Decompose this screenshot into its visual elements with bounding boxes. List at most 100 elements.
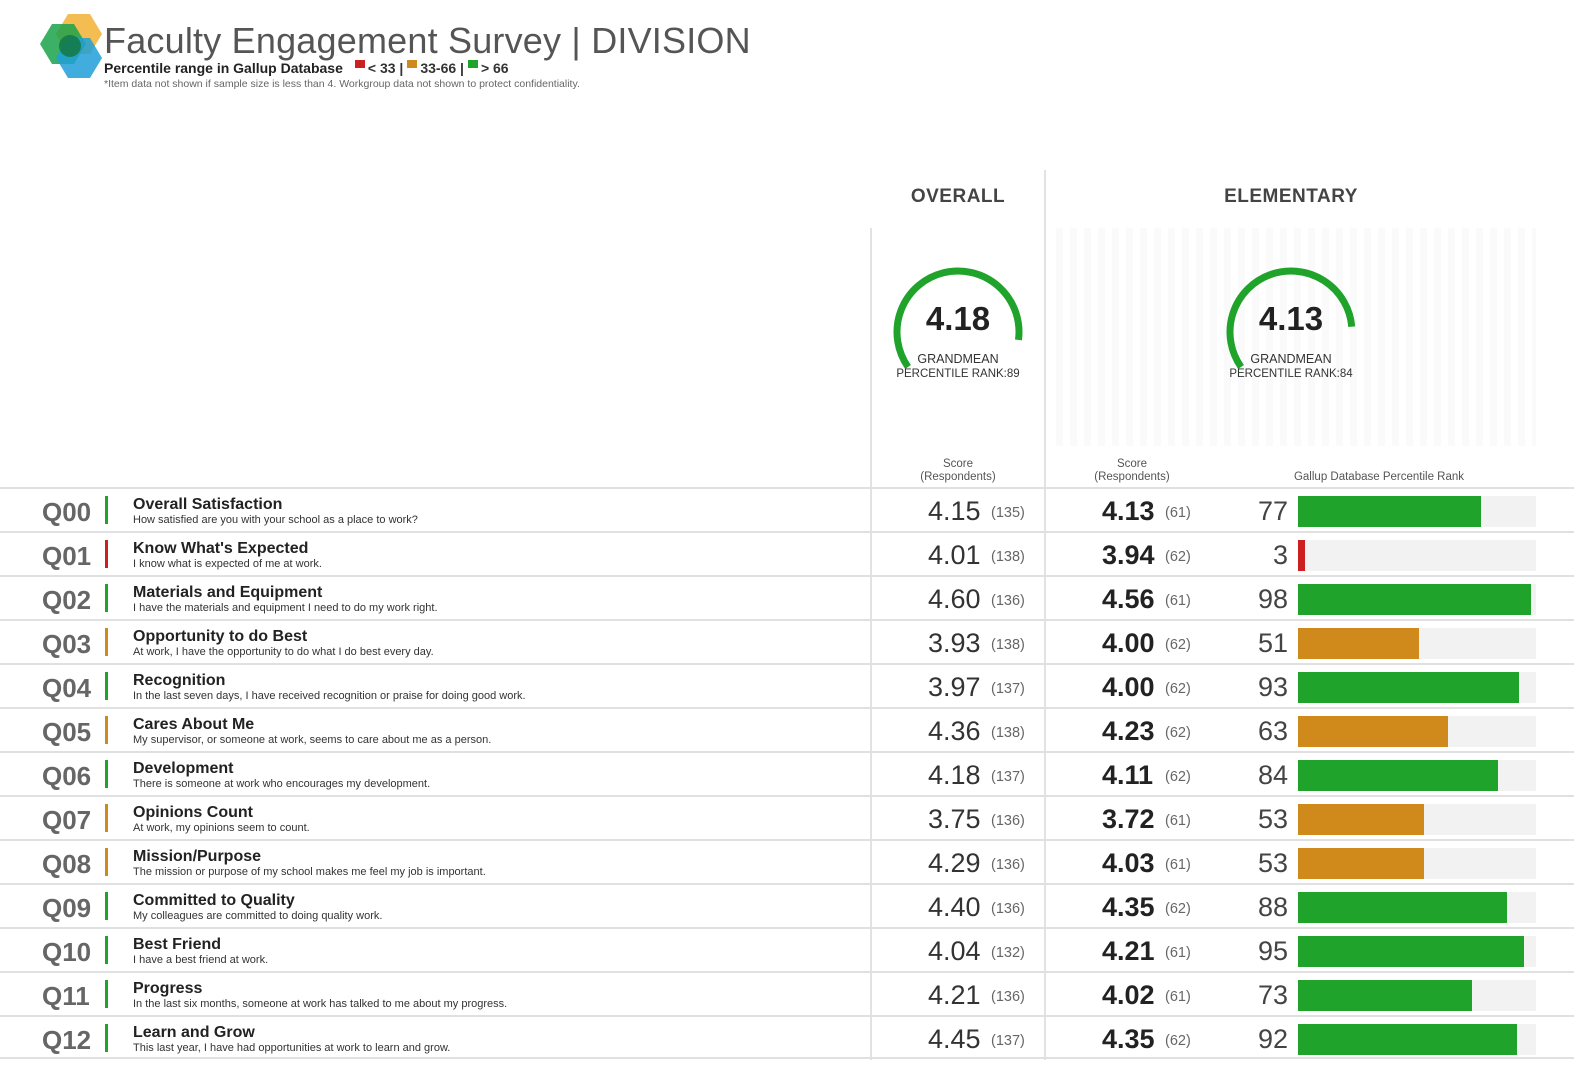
question-id: Q07	[42, 805, 92, 835]
question-text: My supervisor, or someone at work, seems…	[133, 734, 492, 746]
question-text: At work, my opinions seem to count.	[133, 822, 310, 834]
elementary-score: 4.35	[1102, 892, 1155, 922]
score-label: Score	[1116, 458, 1148, 470]
percentile-bar	[1298, 1024, 1517, 1055]
percentile-bar	[1298, 980, 1472, 1011]
question-id: Q09	[42, 893, 92, 923]
percentile-bar-track	[1298, 628, 1536, 659]
question-title: Recognition	[133, 672, 226, 689]
respondents-label: (Respondents)	[920, 471, 996, 483]
table-row: Q08 Mission/Purpose The mission or purpose…	[0, 839, 1574, 883]
elementary-respondents: (61)	[1165, 989, 1191, 1005]
percentile-bar-track	[1298, 892, 1536, 923]
question-id: Q03	[42, 629, 92, 659]
overall-score: 4.45	[928, 1024, 981, 1054]
question-title: Know What's Expected	[133, 540, 309, 557]
question-title: Cares About Me	[133, 716, 255, 733]
percentile-bar	[1298, 584, 1532, 615]
table-row: Q04 Recognition In the last seven days, I …	[0, 663, 1574, 707]
percentile-bar-track	[1298, 716, 1536, 747]
elementary-respondents: (62)	[1165, 637, 1191, 653]
elementary-gauge-arc	[1226, 267, 1356, 369]
percentile-rank-value: 84	[1257, 760, 1288, 790]
legend-low: < 33 |	[367, 60, 404, 76]
elementary-respondents: (61)	[1165, 857, 1191, 873]
percentile-rank-value: 77	[1257, 496, 1288, 526]
overall-respondents: (137)	[991, 1033, 1025, 1049]
overall-heading: OVERALL	[910, 186, 1006, 207]
percentile-bar	[1298, 540, 1306, 571]
overall-gauge: 4.18 GRANDMEAN PERCENTILE RANK:89	[868, 260, 1048, 400]
elementary-gauge: 4.13 GRANDMEAN PERCENTILE RANK:84	[1201, 260, 1381, 400]
overall-respondents: (138)	[991, 725, 1025, 741]
overall-score: 4.18	[928, 760, 981, 790]
question-id: Q05	[42, 717, 92, 747]
percentile-flag	[105, 892, 108, 920]
table-row: Q10 Best Friend I have a best friend at wo…	[0, 927, 1574, 971]
elementary-score-header: Score (Respondents)	[1072, 458, 1192, 484]
table-row: Q11 Progress In the last six months, someo…	[0, 971, 1574, 1015]
percentile-rank-value: 95	[1257, 936, 1288, 966]
overall-score: 3.97	[928, 672, 981, 702]
overall-score: 4.21	[928, 980, 981, 1010]
elementary-score: 4.56	[1102, 584, 1155, 614]
elementary-score: 4.35	[1102, 1024, 1155, 1054]
percentile-bar-track	[1298, 980, 1536, 1011]
percentile-bar-track	[1298, 496, 1536, 527]
question-id: Q10	[42, 937, 92, 967]
legend-high-swatch	[467, 60, 478, 68]
percentile-bar	[1298, 628, 1420, 659]
overall-respondents: (138)	[991, 637, 1025, 653]
percentile-flag	[105, 716, 108, 744]
percentile-flag	[105, 760, 108, 788]
percentile-bar	[1298, 936, 1525, 967]
question-text: At work, I have the opportunity to do wh…	[133, 646, 434, 658]
question-title: Overall Satisfaction	[133, 496, 283, 513]
table-row: Q02 Materials and Equipment I have the mat…	[0, 575, 1574, 619]
percentile-bar	[1298, 892, 1508, 923]
question-id: Q00	[42, 497, 92, 527]
overall-gauge-arc	[893, 267, 1023, 369]
overall-respondents: (136)	[991, 593, 1025, 609]
percentile-bar	[1298, 804, 1425, 835]
question-id: Q11	[42, 981, 90, 1011]
percentile-flag	[105, 804, 108, 832]
percentile-bar-track	[1298, 936, 1536, 967]
column-divider-left	[870, 228, 872, 1060]
question-table: Q00 Overall Satisfaction How satisfied are…	[0, 487, 1574, 1059]
question-text: There is someone at work who encourages …	[133, 778, 431, 790]
elementary-respondents: (62)	[1165, 769, 1191, 785]
elementary-score: 4.13	[1102, 496, 1155, 526]
percentile-flag	[105, 1024, 108, 1052]
legend-low-swatch	[354, 60, 365, 68]
table-row: Q03 Opportunity to do Best At work, I have…	[0, 619, 1574, 663]
percentile-bar	[1298, 716, 1448, 747]
elementary-respondents: (62)	[1165, 549, 1191, 565]
question-title: Progress	[133, 980, 203, 997]
elementary-score: 4.00	[1102, 628, 1155, 658]
table-row: Q01 Know What's Expected I know what is ex…	[0, 531, 1574, 575]
overall-grandmean-label: GRANDMEAN	[917, 352, 999, 366]
percentile-rank-header: Gallup Database Percentile Rank	[1293, 471, 1465, 483]
percentile-rank-value: 88	[1257, 892, 1288, 922]
elementary-heading: ELEMENTARY	[1224, 186, 1358, 207]
elementary-respondents: (61)	[1165, 813, 1191, 829]
confidentiality-note: *Item data not shown if sample size is l…	[104, 78, 580, 90]
elementary-respondents: (62)	[1165, 1033, 1191, 1049]
question-title: Opportunity to do Best	[133, 628, 308, 645]
overall-respondents: (136)	[991, 813, 1025, 829]
overall-respondents: (136)	[991, 901, 1025, 917]
elementary-respondents: (61)	[1165, 945, 1191, 961]
percentile-bar	[1298, 760, 1498, 791]
percentile-rank-value: 51	[1257, 628, 1288, 658]
overall-score: 4.01	[928, 540, 981, 570]
elementary-score: 4.03	[1102, 848, 1155, 878]
percentile-rank-value: 53	[1257, 804, 1288, 834]
percentile-bar	[1298, 496, 1482, 527]
percentile-bar-track	[1298, 672, 1536, 703]
question-id: Q06	[42, 761, 92, 791]
overall-respondents: (137)	[991, 681, 1025, 697]
table-row: Q06 Development There is someone at work w…	[0, 751, 1574, 795]
elementary-respondents: (61)	[1165, 593, 1191, 609]
percentile-bar-track	[1298, 540, 1536, 571]
